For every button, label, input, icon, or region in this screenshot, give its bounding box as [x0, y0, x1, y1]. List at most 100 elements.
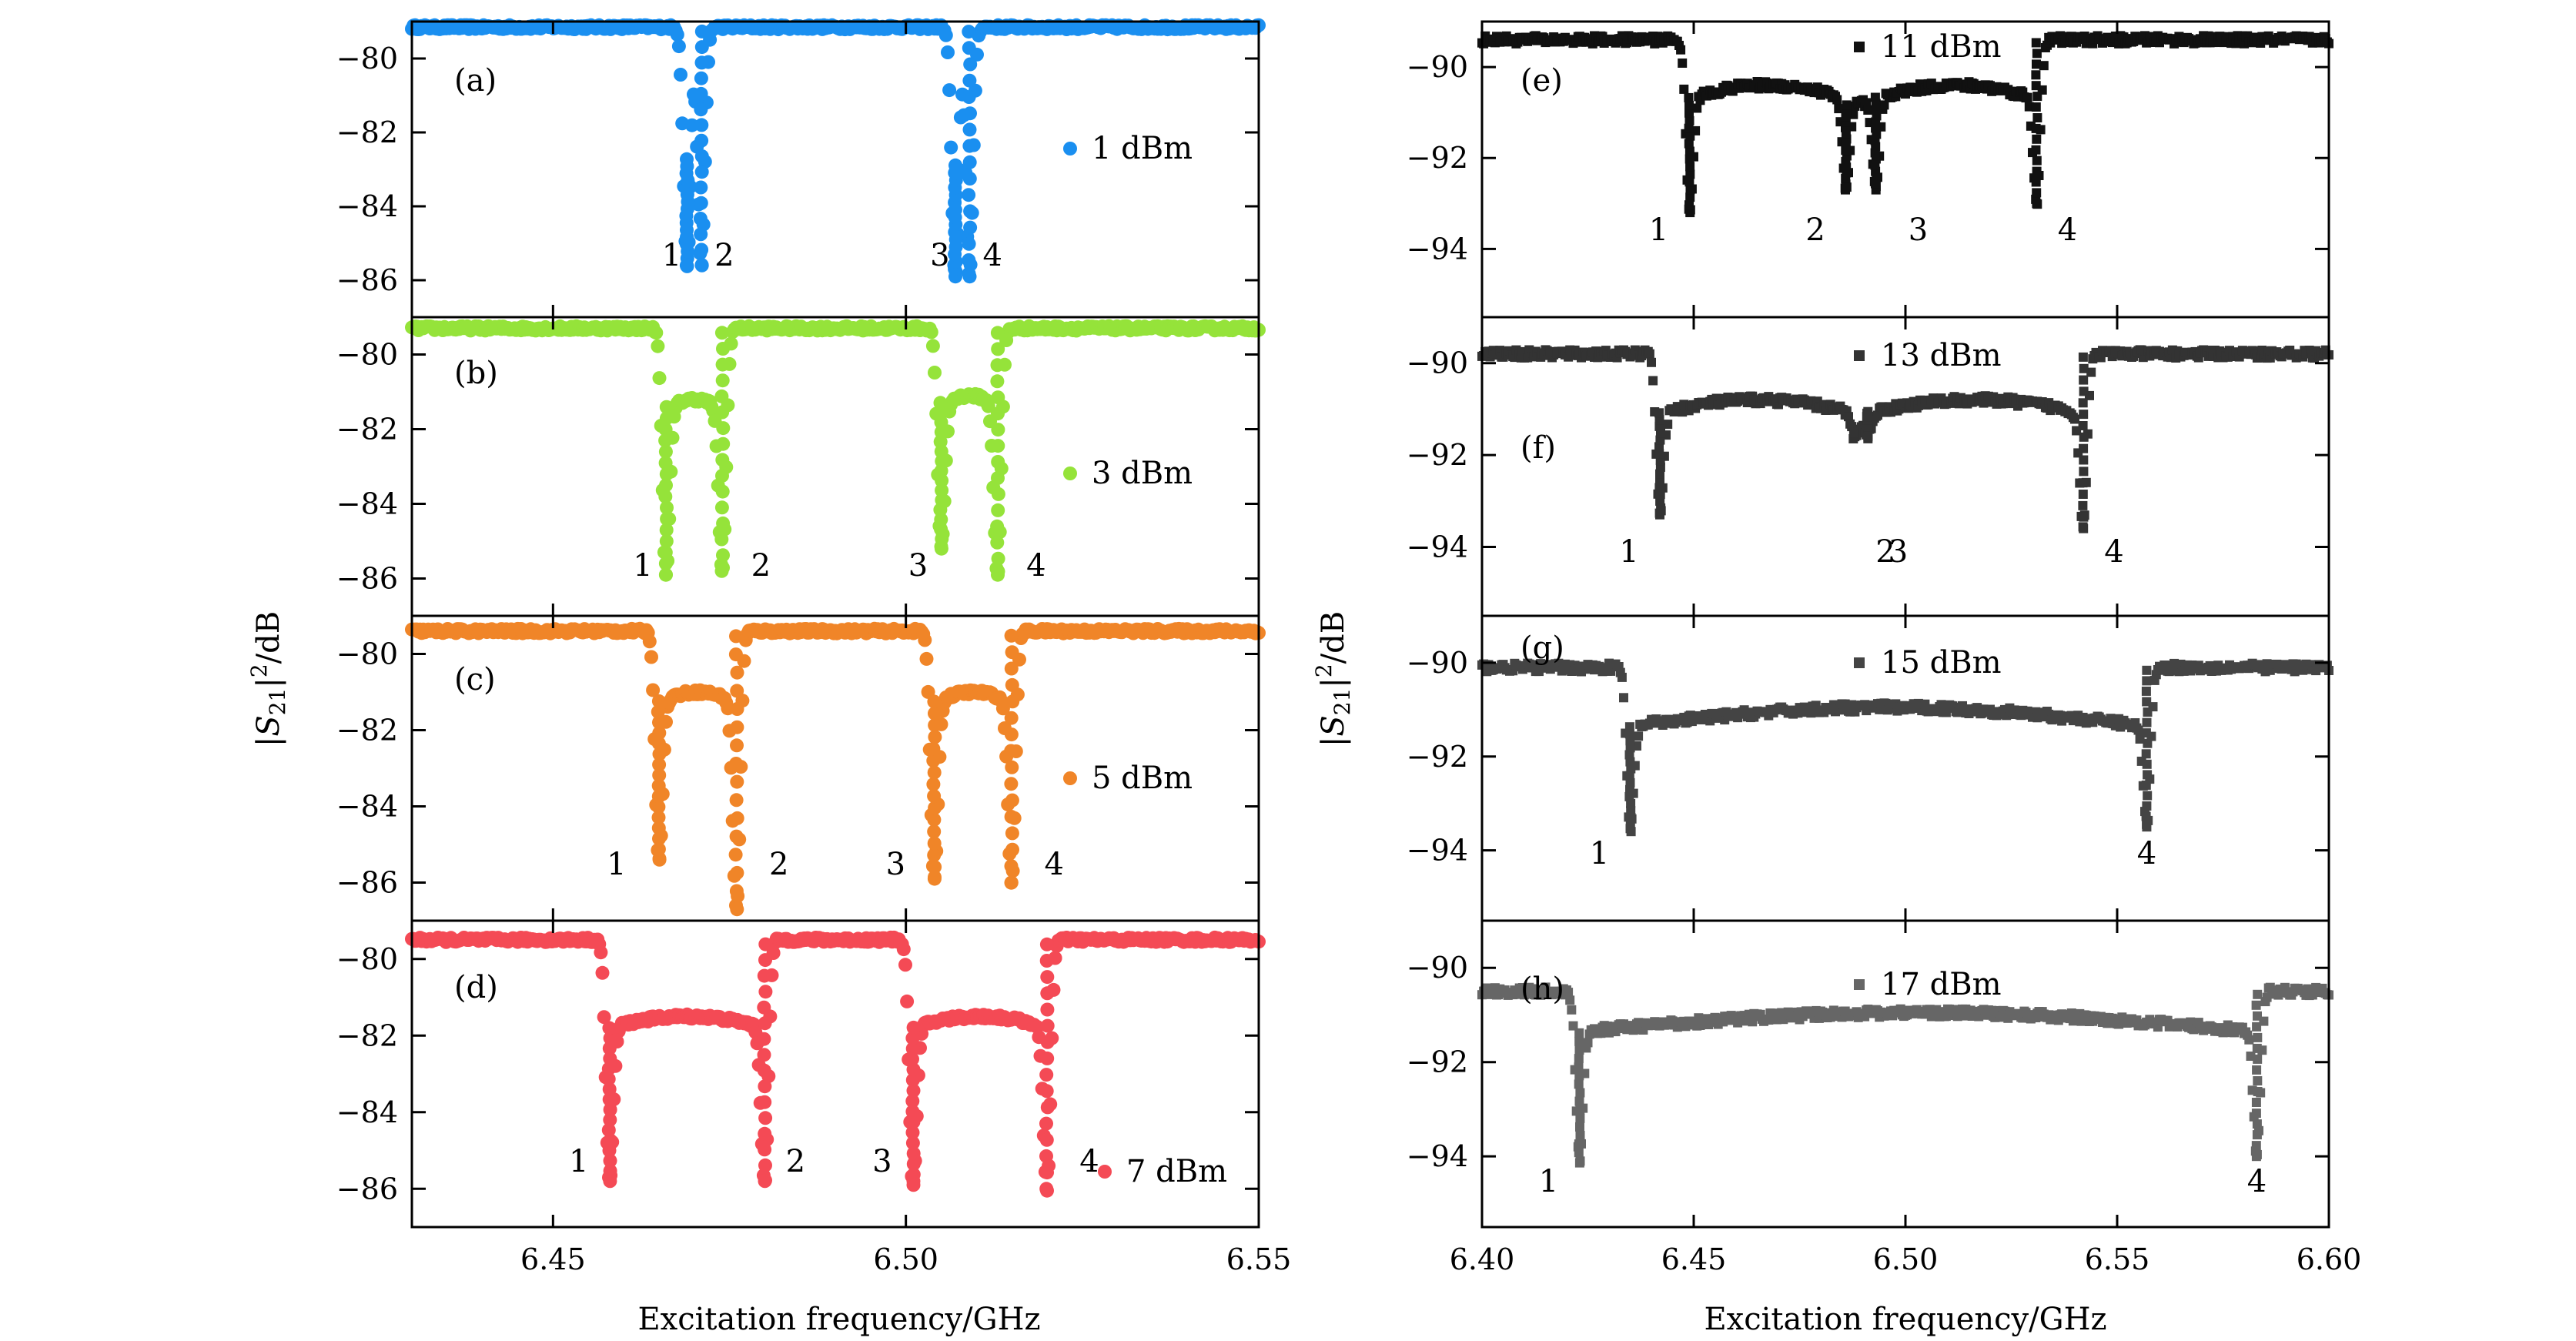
data-point: [716, 516, 731, 530]
data-point: [651, 339, 665, 353]
data-point: [2143, 791, 2153, 801]
data-point: [694, 118, 709, 132]
legend-text: 1 dBm: [1092, 131, 1193, 166]
data-point: [935, 454, 949, 469]
data-point: [652, 852, 667, 867]
data-point: [2142, 676, 2152, 686]
panel-label: (d): [454, 970, 498, 1005]
panel-label: (e): [1521, 63, 1563, 99]
data-point: [1039, 1149, 1053, 1163]
data-point: [1040, 1051, 1055, 1065]
data-point: [758, 985, 773, 999]
data-point: [2251, 1098, 2261, 1107]
y-tick-label: −86: [336, 1172, 398, 1206]
panel-label: (g): [1521, 630, 1564, 666]
data-point: [2142, 822, 2152, 832]
data-point: [1039, 1068, 1054, 1082]
data-point: [1039, 1132, 1054, 1147]
data-point: [602, 1021, 617, 1035]
data-point: [693, 212, 708, 226]
data-point: [652, 726, 667, 741]
data-point: [2078, 421, 2088, 430]
data-point: [1040, 1018, 1055, 1033]
data-point: [2253, 1076, 2263, 1085]
data-point: [1004, 810, 1019, 824]
dip-label: 2: [1805, 212, 1825, 248]
data-point: [671, 39, 686, 54]
data-point: [1567, 1005, 1577, 1015]
data-point: [659, 411, 674, 426]
data-point: [1624, 722, 1634, 732]
legend-marker: [1854, 350, 1865, 361]
data-point: [2251, 1000, 2261, 1010]
dip-label: 4: [2058, 212, 2077, 248]
data-point: [962, 172, 977, 186]
data-point: [1654, 408, 1664, 418]
data-point: [928, 366, 942, 380]
data-point: [2031, 38, 2041, 48]
data-point: [2079, 410, 2089, 420]
data-point: [2251, 1152, 2261, 1162]
y-tick-label: −86: [336, 866, 398, 900]
data-point: [1040, 1035, 1055, 1049]
y-tick-label: −94: [1407, 834, 1468, 868]
data-point: [1004, 777, 1019, 791]
data-point: [694, 149, 709, 163]
data-point: [2141, 811, 2151, 821]
data-point: [757, 1063, 771, 1078]
data-point: [1676, 45, 1686, 55]
data-point: [714, 500, 729, 515]
data-point: [757, 1032, 771, 1046]
data-point: [2141, 780, 2151, 790]
data-point: [2142, 717, 2152, 727]
data-point: [928, 718, 942, 733]
data-point: [694, 102, 708, 117]
data-point: [2142, 697, 2152, 707]
data-point: [927, 836, 942, 851]
data-point: [1004, 661, 1019, 676]
data-point: [1004, 711, 1019, 725]
data-point: [670, 28, 684, 42]
data-point: [990, 358, 1005, 373]
data-point: [2078, 352, 2088, 362]
y-tick-label: −80: [336, 42, 398, 75]
data-point: [1863, 406, 1873, 416]
data-point: [757, 1048, 771, 1062]
data-point: [694, 133, 709, 148]
y-tick-label: −92: [1407, 438, 1468, 472]
data-point: [944, 140, 958, 155]
data-point: [2253, 989, 2263, 999]
y-tick-label: −94: [1407, 530, 1468, 563]
dip-label: 4: [982, 238, 1002, 273]
data-point: [694, 165, 709, 179]
data-point: [948, 158, 962, 172]
y-tick-label: −86: [336, 263, 398, 297]
dip-label: 1: [1539, 1164, 1558, 1199]
data-point: [1842, 100, 1852, 110]
x-tick-label: 6.45: [520, 1242, 586, 1276]
data-point: [730, 774, 744, 789]
data-point: [2032, 48, 2042, 59]
data-point: [1574, 1071, 1584, 1081]
data-point: [651, 800, 666, 814]
data-point: [2079, 432, 2089, 442]
data-point: [694, 258, 709, 273]
legend-marker: [1098, 1165, 1112, 1179]
data-point: [1583, 1038, 1593, 1048]
data-point: [1574, 1062, 1584, 1072]
data-point: [659, 400, 674, 414]
data-point: [758, 1174, 772, 1189]
data-point: [2078, 398, 2088, 408]
data-point: [991, 406, 1005, 421]
series-c: [405, 621, 1266, 917]
data-point: [729, 629, 743, 644]
data-point: [1039, 954, 1054, 968]
data-point: [962, 25, 976, 39]
data-point: [927, 824, 942, 839]
series-b: [405, 319, 1266, 582]
y-tick-label: −92: [1407, 740, 1468, 774]
